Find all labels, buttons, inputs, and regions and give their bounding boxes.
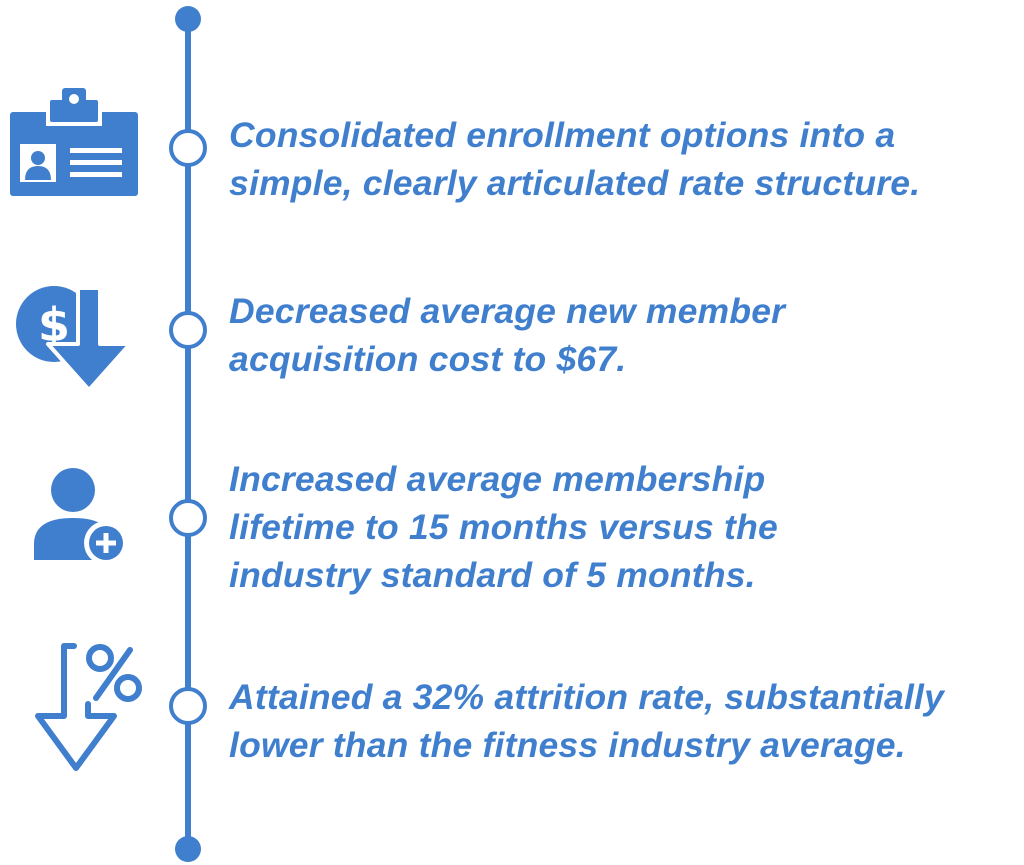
- timeline-start-dot: [175, 6, 201, 32]
- milestone-text-line: Attained a 32% attrition rate, substanti…: [229, 677, 945, 717]
- milestone-text-line: simple, clearly articulated rate structu…: [229, 163, 921, 203]
- timeline-end-dot: [175, 836, 201, 862]
- milestone-node: [169, 311, 207, 349]
- milestone-text: Decreased average new member acquisition…: [229, 287, 785, 383]
- milestone-text-line: Decreased average new member: [229, 291, 786, 331]
- milestone-text-line: Increased average membership: [229, 459, 766, 499]
- milestone-node: [169, 129, 207, 167]
- milestone-text-line: acquisition cost to $67.: [229, 339, 627, 379]
- milestone-text-line: lower than the fitness industry average.: [229, 725, 906, 765]
- milestone-node: [169, 499, 207, 537]
- id-badge-icon: [10, 88, 138, 196]
- percent-down-arrow-icon: [35, 643, 142, 771]
- milestone-text: Attained a 32% attrition rate, substanti…: [229, 673, 944, 769]
- milestone-node: [169, 687, 207, 725]
- timeline-line: [185, 18, 191, 850]
- dollar-down-arrow-icon: $: [16, 286, 132, 392]
- milestone-text-line: industry standard of 5 months.: [229, 555, 756, 595]
- milestone-text: Increased average membership lifetime to…: [229, 455, 778, 599]
- milestone-text-line: lifetime to 15 months versus the: [229, 507, 778, 547]
- milestone-text: Consolidated enrollment options into a s…: [229, 111, 920, 207]
- add-user-icon: [34, 468, 128, 565]
- milestone-text-line: Consolidated enrollment options into a: [229, 115, 896, 155]
